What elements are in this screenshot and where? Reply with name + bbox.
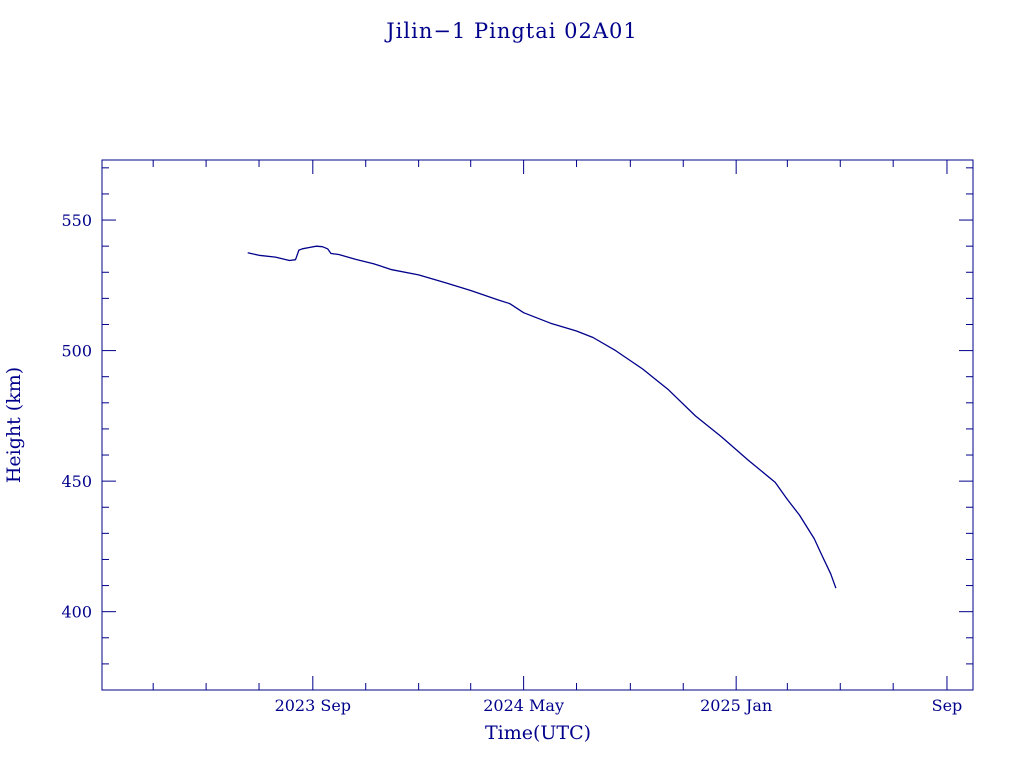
axis-tick-labels: 2023 Sep 2024 May 2025 Jan Sep 400 450 500 550: [61, 211, 962, 715]
axis-ticks: [102, 160, 973, 691]
y-axis-label: Height (km): [3, 367, 25, 483]
chart-title: Jilin−1 Pingtai 02A01: [384, 19, 638, 43]
plot-frame: [101, 159, 974, 691]
x-tick-label: 2024 May: [483, 696, 564, 715]
y-tick-label: 500: [61, 342, 92, 361]
x-axis-label: Time(UTC): [485, 722, 591, 744]
y-tick-label: 400: [61, 603, 92, 622]
y-tick-label: 450: [61, 472, 92, 491]
x-tick-label: Sep: [932, 696, 963, 715]
x-tick-label: 2025 Jan: [700, 696, 772, 715]
height-series-line: [247, 245, 837, 589]
y-tick-label: 550: [61, 211, 92, 230]
x-tick-label: 2023 Sep: [275, 696, 351, 715]
